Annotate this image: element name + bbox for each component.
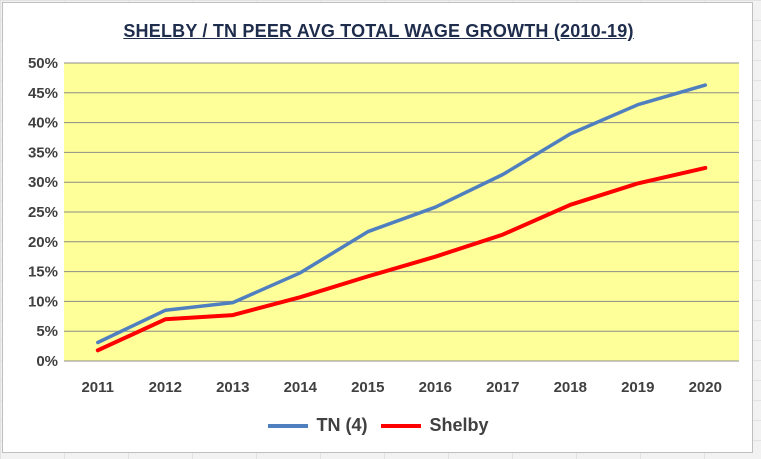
x-tick-label: 2013 <box>216 379 249 396</box>
chart-title: SHELBY / TN PEER AVG TOTAL WAGE GROWTH (… <box>123 21 634 41</box>
y-tick-label: 5% <box>36 323 58 340</box>
series-line-shelby[interactable] <box>95 165 708 353</box>
legend-item-shelby: Shelby <box>381 415 489 436</box>
legend-swatch-tn <box>268 423 309 428</box>
y-tick-label: 30% <box>28 174 58 191</box>
y-tick-label: 15% <box>28 264 58 281</box>
series-line-tn[interactable] <box>96 83 708 345</box>
x-tick-label: 2017 <box>486 379 519 396</box>
y-axis-ticks: 0% 5% 10% 15% 20% 25% 30% 35% 40% 45% 50% <box>28 55 58 370</box>
y-tick-label: 35% <box>28 144 58 161</box>
y-tick-label: 40% <box>28 115 58 132</box>
legend-label-shelby: Shelby <box>429 415 489 435</box>
legend: TN (4) Shelby <box>3 415 754 436</box>
x-tick-label: 2011 <box>81 379 114 396</box>
x-axis-ticks: 2011 2012 2013 2014 2015 2016 2017 2018 2019 2020 <box>81 379 721 396</box>
x-tick-label: 2019 <box>621 379 654 396</box>
x-tick-label: 2014 <box>284 379 318 396</box>
y-tick-label: 25% <box>28 204 58 221</box>
y-tick-label: 0% <box>36 353 58 370</box>
x-tick-label: 2016 <box>419 379 452 396</box>
legend-swatch-shelby <box>381 423 422 428</box>
series-lines <box>95 83 708 353</box>
x-tick-label: 2020 <box>689 379 722 396</box>
chart-svg: 0% 5% 10% 15% 20% 25% 30% 35% 40% 45% 50% 2011 2012… <box>28 55 739 396</box>
x-tick-label: 2015 <box>351 379 384 396</box>
y-tick-label: 20% <box>28 234 58 251</box>
y-tick-label: 10% <box>28 293 58 310</box>
gridlines <box>64 62 739 362</box>
x-tick-label: 2012 <box>149 379 182 396</box>
x-tick-label: 2018 <box>554 379 587 396</box>
chart-area[interactable]: SHELBY / TN PEER AVG TOTAL WAGE GROWTH (… <box>2 2 753 453</box>
y-tick-label: 45% <box>28 85 58 102</box>
y-tick-label: 50% <box>28 55 58 72</box>
legend-item-tn: TN (4) <box>268 415 367 436</box>
legend-label-tn: TN (4) <box>316 415 368 435</box>
